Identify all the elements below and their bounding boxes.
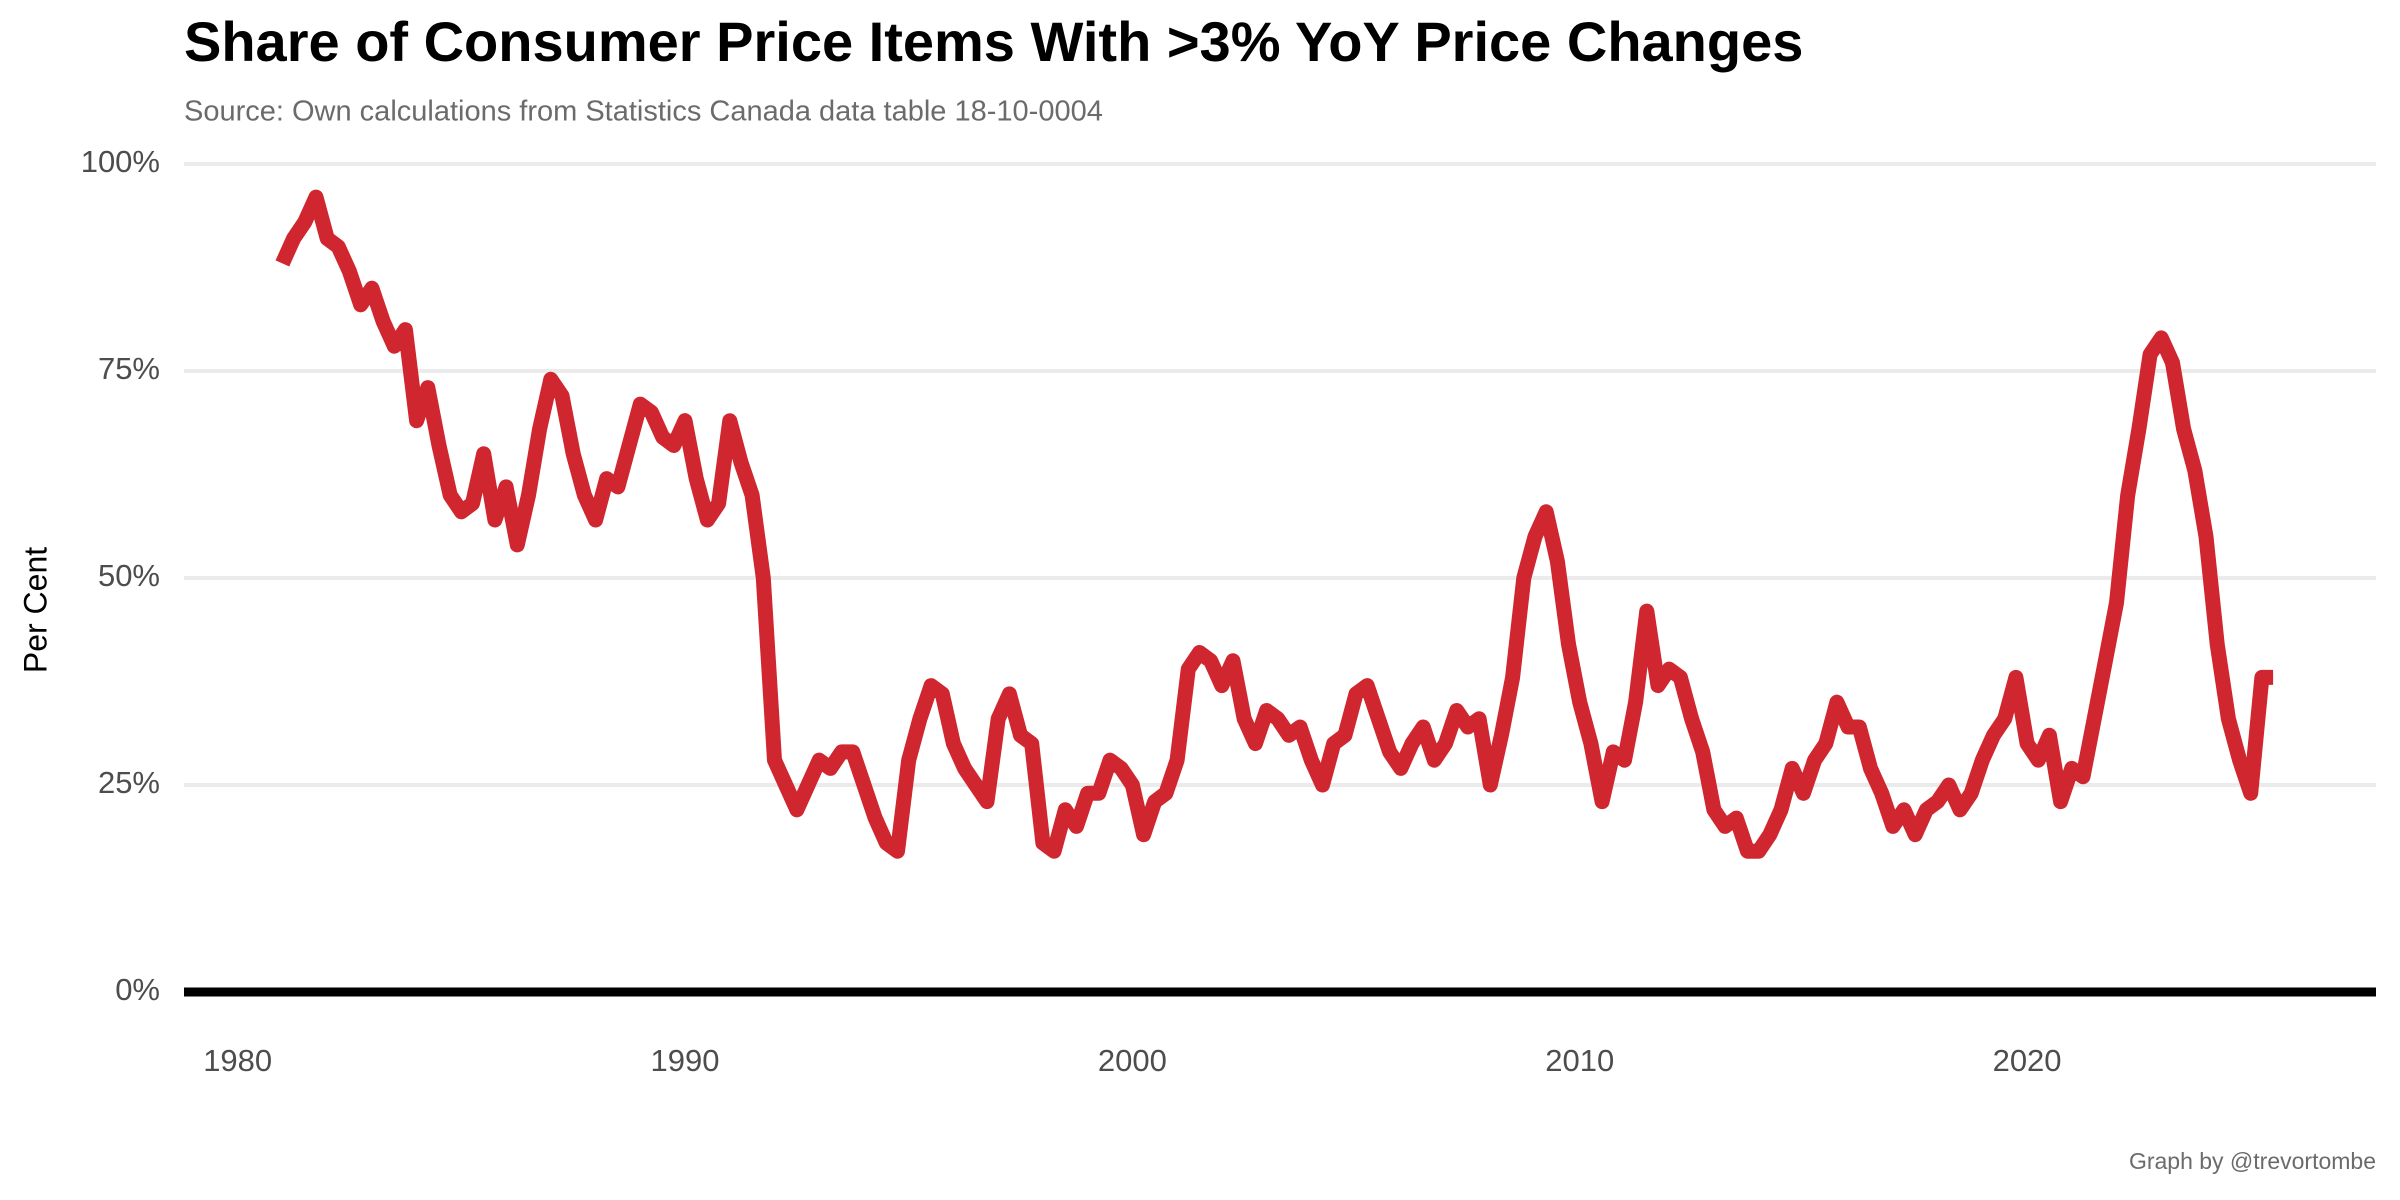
x-tick-label: 1980 (203, 1043, 272, 1078)
y-tick-label: 50% (98, 558, 160, 593)
y-tick-label: 100% (81, 144, 160, 179)
y-tick-label: 25% (98, 765, 160, 800)
y-axis-label: Per Cent (17, 547, 53, 673)
y-tick-label: 75% (98, 351, 160, 386)
x-tick-label: 1990 (651, 1043, 720, 1078)
y-tick-label: 0% (115, 972, 160, 1007)
x-tick-label: 2020 (1993, 1043, 2062, 1078)
caption: Graph by @trevortombe (2129, 1148, 2376, 1174)
data-line (275, 189, 2274, 859)
x-tick-label: 2010 (1545, 1043, 1614, 1078)
chart-subtitle: Source: Own calculations from Statistics… (184, 96, 1103, 128)
x-tick-label: 2000 (1098, 1043, 1167, 1078)
chart-title: Share of Consumer Price Items With >3% Y… (184, 10, 1803, 73)
